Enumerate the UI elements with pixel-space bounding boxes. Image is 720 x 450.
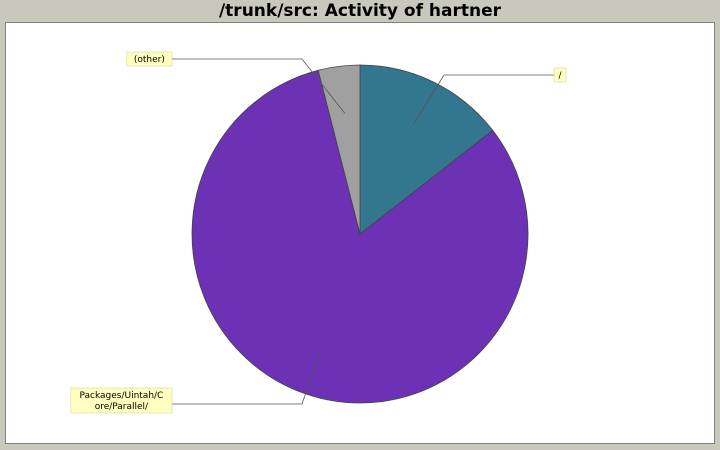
- label-background: [553, 67, 567, 83]
- chart-title: /trunk/src: Activity of hartner: [218, 1, 502, 21]
- slice-label: /: [553, 67, 567, 83]
- slice-label-text: /: [558, 71, 562, 81]
- slice-label-text: ore/Parallel/: [95, 402, 149, 412]
- slice-label-text: (other): [134, 55, 165, 65]
- label-background: [126, 51, 173, 67]
- label-background: [70, 387, 173, 414]
- leader-line: [412, 74, 554, 125]
- leader-line: [172, 58, 346, 114]
- slice-label: (other): [126, 51, 173, 67]
- pie-slice[interactable]: [317, 64, 361, 235]
- plot-area: / Packages/Uintah/C ore/Parallel/ (other): [5, 22, 715, 444]
- pie-slice[interactable]: [359, 64, 494, 235]
- slice-label-text: Packages/Uintah/C: [79, 391, 163, 401]
- leader-line: [172, 348, 322, 405]
